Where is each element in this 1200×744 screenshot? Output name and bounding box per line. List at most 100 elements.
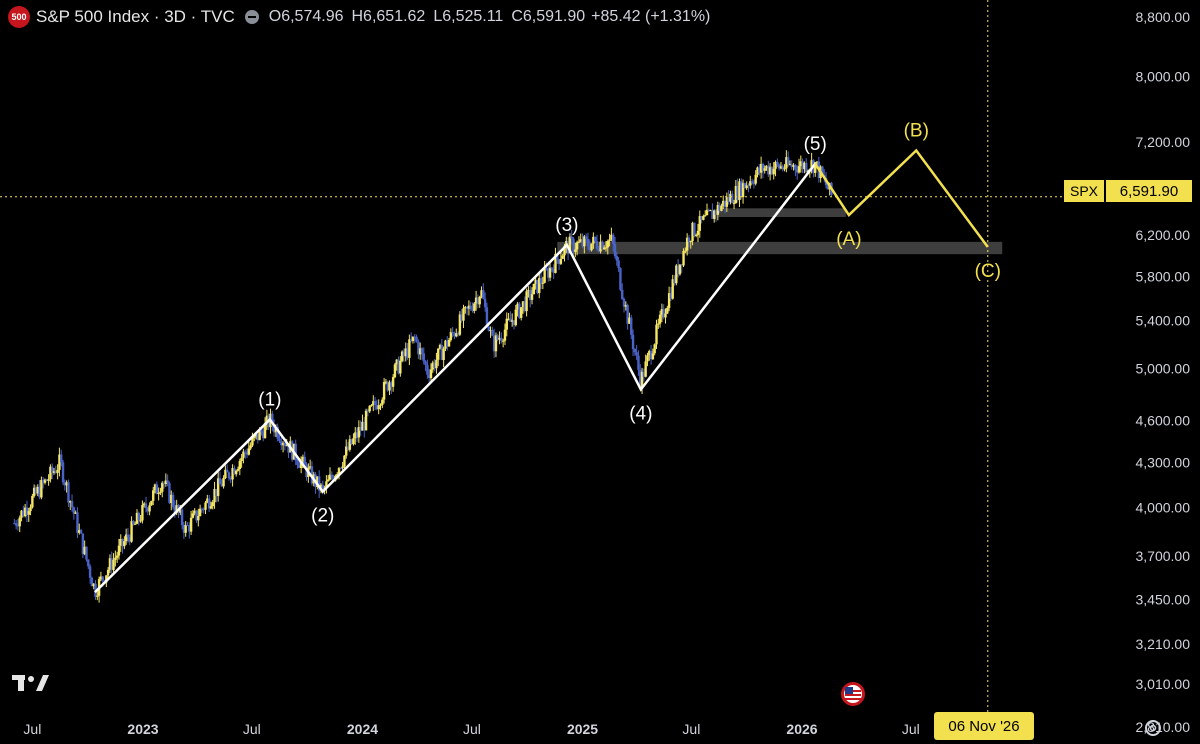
symbol-header: 500 S&P 500 Index · 3D · TVC O6,574.96 H… [8, 6, 710, 28]
candle-body [85, 546, 88, 560]
candle-body [496, 335, 499, 340]
candle-body [31, 495, 34, 508]
candle-body [25, 507, 29, 515]
candle-body [671, 279, 674, 299]
hide-indicator-icon[interactable] [244, 10, 259, 24]
candle-body [826, 185, 830, 190]
price-axis-label: 5,000.00 [1136, 361, 1191, 377]
candle-body [561, 255, 564, 259]
candle-body [682, 250, 685, 266]
corrective-wave-line[interactable] [814, 148, 989, 248]
candle-body [247, 448, 251, 455]
candle-body [584, 236, 588, 239]
support-zone[interactable] [557, 241, 1003, 255]
candle-body [451, 331, 454, 334]
candle-body [675, 265, 678, 284]
candle-body [518, 303, 521, 318]
candle-body [72, 507, 76, 514]
candle-body [280, 441, 283, 446]
candle-body [155, 484, 159, 495]
candle-body [65, 482, 68, 486]
candle-body [532, 283, 536, 295]
candle-body [60, 454, 63, 463]
candle-body [229, 478, 232, 480]
candle-body [592, 236, 595, 244]
price-axis-label: 4,000.00 [1136, 499, 1191, 515]
candle-body [469, 305, 472, 310]
candle-body [702, 215, 705, 220]
candle-body [718, 205, 721, 211]
price-axis[interactable]: 8,800.008,000.007,200.006,700.006,200.00… [1136, 9, 1191, 735]
candle-body [143, 503, 146, 505]
candle-body [696, 230, 700, 235]
candle-body [559, 258, 563, 264]
candle-body [36, 486, 39, 494]
candle-body [691, 222, 694, 242]
candle-body [368, 405, 371, 412]
candle-body [355, 432, 359, 438]
candle-body [161, 482, 164, 492]
candle-body [788, 164, 792, 166]
candle-body [411, 336, 415, 341]
candle-body [215, 488, 218, 497]
candle-body [552, 268, 555, 273]
candle-body [422, 353, 425, 362]
candle-body [662, 309, 665, 318]
candle-body [191, 513, 195, 518]
candle-body [660, 309, 664, 315]
candle-body [231, 468, 234, 480]
candle-body [749, 181, 752, 186]
candle-body [694, 234, 698, 236]
impulse-wave-line[interactable] [94, 163, 817, 594]
price-axis-label: 5,400.00 [1136, 313, 1191, 329]
price-axis-label: 4,300.00 [1136, 454, 1191, 470]
candle-body [494, 335, 498, 352]
candle-body [218, 478, 222, 484]
candle-body [150, 500, 153, 506]
time-axis[interactable]: Jul 2023 Jul 2024 Jul 2025 Jul 2026 Jul [23, 721, 919, 737]
candle-body [485, 307, 489, 327]
candle-body [680, 264, 683, 266]
candle-body [794, 165, 797, 170]
candle-body [483, 298, 487, 308]
candle-body [240, 457, 243, 462]
candle-body [601, 241, 604, 250]
candle-body [752, 183, 756, 185]
candle-body [776, 161, 779, 165]
candle-body [193, 510, 196, 514]
candle-body [482, 290, 485, 299]
candle-body [777, 164, 781, 169]
candle-body [41, 480, 45, 483]
candle-body [328, 474, 332, 480]
candle-body [743, 183, 747, 189]
candle-body [51, 466, 54, 473]
candle-body [79, 530, 83, 534]
time-axis-label: Jul [902, 721, 920, 737]
candle-body [18, 517, 21, 527]
candle-body [106, 569, 110, 576]
candle-body [586, 238, 590, 247]
candle-body [258, 429, 261, 441]
candle-body [45, 479, 48, 481]
candle-body [171, 494, 175, 508]
candle-body [395, 359, 398, 365]
candle-body [139, 520, 142, 522]
support-zone[interactable] [718, 208, 846, 218]
gear-icon[interactable] [1143, 718, 1163, 738]
candle-body [516, 303, 519, 310]
candle-body [58, 454, 61, 470]
candle-body [189, 517, 193, 532]
tradingview-logo-icon[interactable] [12, 672, 52, 694]
candle-body [99, 576, 103, 580]
candle-body [640, 371, 644, 388]
candle-body [379, 404, 382, 406]
candle-body [583, 236, 586, 247]
us-flag-icon[interactable] [840, 681, 866, 707]
symbol-title[interactable]: S&P 500 Index · 3D · TVC [36, 7, 235, 26]
candle-body [644, 361, 647, 377]
candle-body [341, 466, 344, 468]
open-value: 6,574.96 [281, 8, 344, 25]
candle-body [653, 344, 656, 354]
candle-body [339, 467, 343, 469]
